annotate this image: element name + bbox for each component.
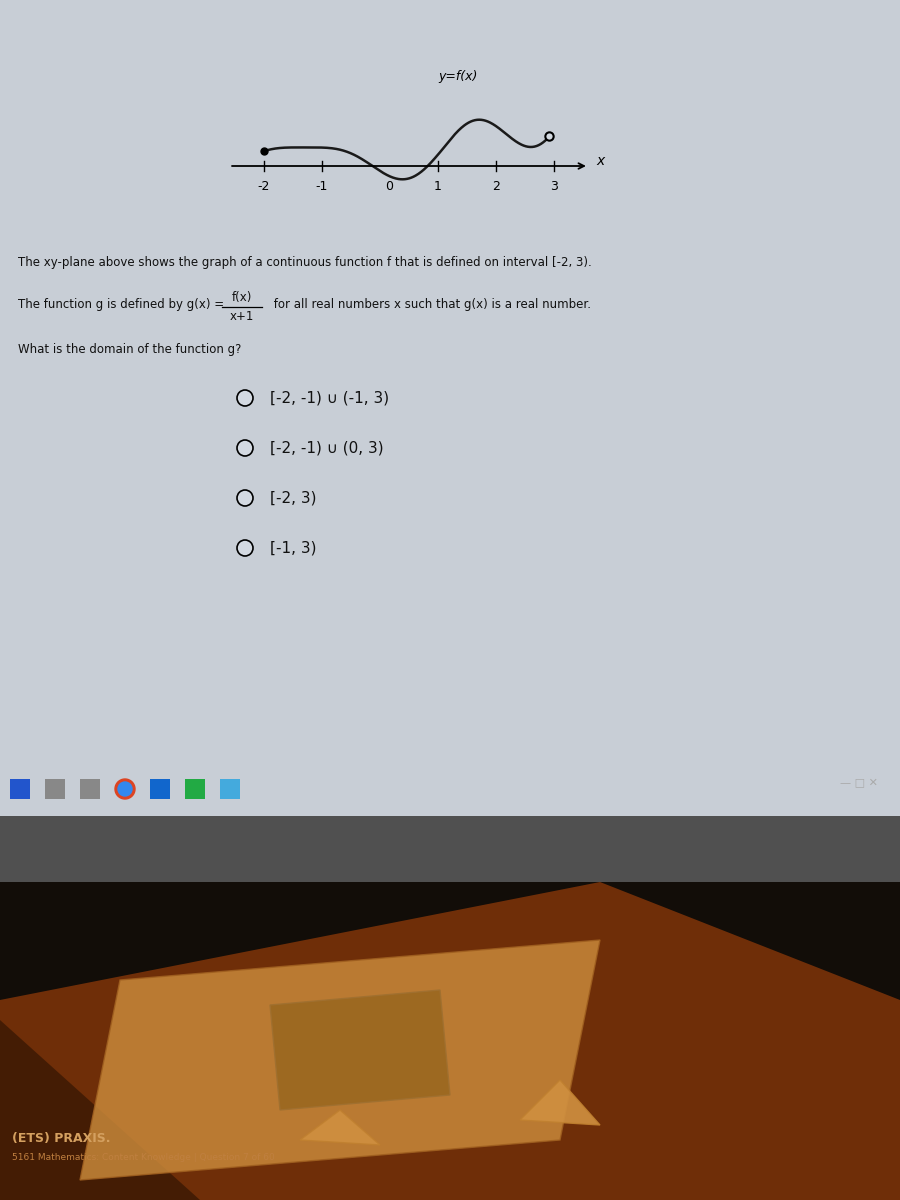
- Text: f(x): f(x): [232, 290, 252, 304]
- Circle shape: [237, 440, 253, 456]
- Text: (ETS) PRAXIS.: (ETS) PRAXIS.: [12, 1132, 111, 1145]
- FancyBboxPatch shape: [150, 779, 170, 799]
- Text: 2: 2: [492, 180, 500, 193]
- Text: 1: 1: [434, 180, 442, 193]
- FancyBboxPatch shape: [45, 779, 65, 799]
- Polygon shape: [300, 1110, 380, 1145]
- Polygon shape: [520, 1080, 600, 1126]
- Circle shape: [237, 390, 253, 406]
- Polygon shape: [270, 990, 450, 1110]
- Text: What is the domain of the function g?: What is the domain of the function g?: [18, 343, 241, 356]
- FancyBboxPatch shape: [80, 779, 100, 799]
- Text: x: x: [597, 154, 605, 168]
- Text: The xy-plane above shows the graph of a continuous function f that is defined on: The xy-plane above shows the graph of a …: [18, 256, 592, 269]
- Text: — □ ✕: — □ ✕: [840, 778, 878, 787]
- Text: [-2, -1) ∪ (-1, 3): [-2, -1) ∪ (-1, 3): [270, 390, 389, 406]
- Text: y=f(x): y=f(x): [438, 70, 477, 83]
- Text: 3: 3: [550, 180, 558, 193]
- Text: x+1: x+1: [230, 310, 254, 323]
- FancyBboxPatch shape: [0, 816, 900, 882]
- Circle shape: [237, 540, 253, 556]
- Text: 0: 0: [385, 180, 393, 193]
- FancyBboxPatch shape: [0, 882, 900, 1200]
- Circle shape: [237, 490, 253, 506]
- FancyBboxPatch shape: [10, 779, 30, 799]
- Text: The function g is defined by g(x) =: The function g is defined by g(x) =: [18, 298, 228, 311]
- Polygon shape: [80, 940, 600, 1180]
- Text: 5161 Mathematics: Content Knowledge | Question 7 of 60: 5161 Mathematics: Content Knowledge | Qu…: [12, 1153, 274, 1162]
- Text: -1: -1: [316, 180, 328, 193]
- Text: [-2, -1) ∪ (0, 3): [-2, -1) ∪ (0, 3): [270, 440, 383, 456]
- Polygon shape: [0, 882, 900, 1200]
- Polygon shape: [0, 1020, 200, 1200]
- Text: -2: -2: [257, 180, 270, 193]
- Text: for all real numbers x such that g(x) is a real number.: for all real numbers x such that g(x) is…: [270, 298, 591, 311]
- Circle shape: [115, 779, 135, 799]
- FancyBboxPatch shape: [220, 779, 240, 799]
- Text: [-2, 3): [-2, 3): [270, 491, 317, 505]
- Circle shape: [118, 782, 132, 796]
- Text: [-1, 3): [-1, 3): [270, 540, 317, 556]
- FancyBboxPatch shape: [185, 779, 205, 799]
